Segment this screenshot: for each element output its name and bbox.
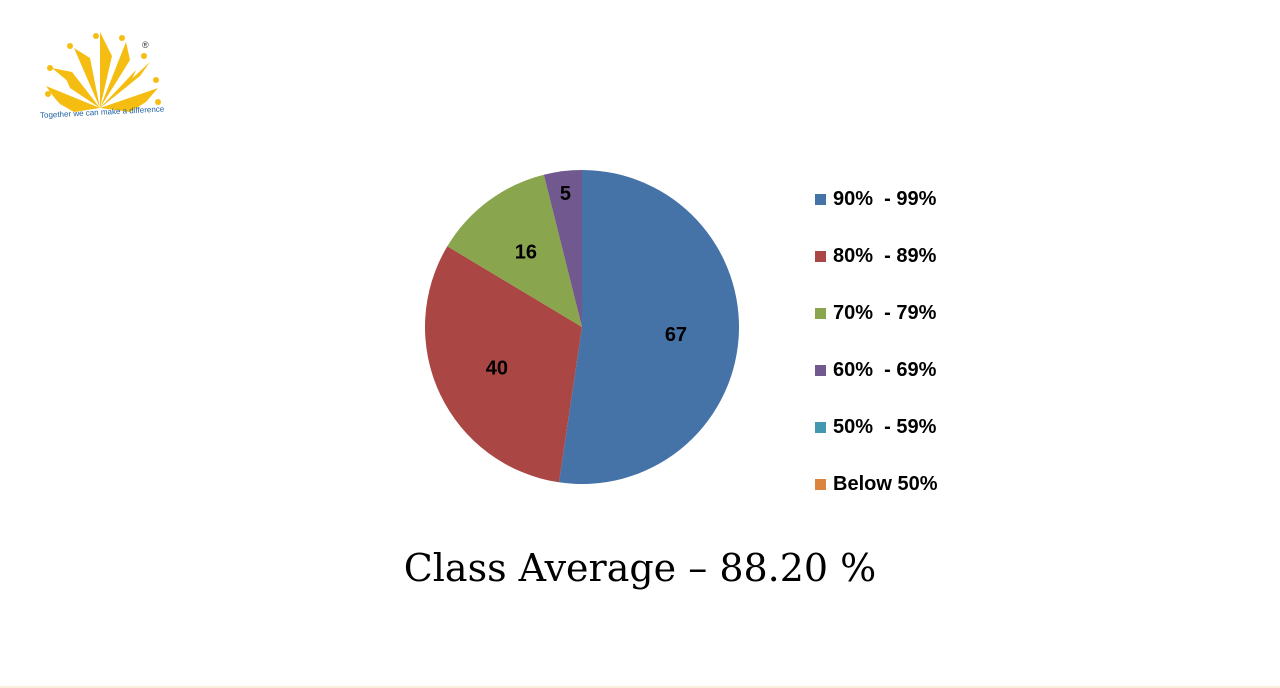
legend-item: 90% - 99% [815,171,1015,228]
pie-labels: 67 40 16 5 [486,183,687,379]
legend-label: 50% - 59% [833,416,937,438]
legend-item: 60% - 69% [815,342,1015,399]
pie-slice [425,246,582,483]
legend-swatch [815,251,826,262]
legend-label: 80% - 89% [833,245,937,267]
pie-slice [543,170,582,327]
pie-slices [425,170,740,484]
pie-slice-value-label: 5 [560,183,571,205]
legend-swatch [815,422,826,433]
registered-mark: ® [142,40,149,50]
legend-item: 70% - 79% [815,285,1015,342]
chart-legend: 90% - 99% 80% - 89% 70% - 79% 60% - 69% 50% … [815,171,1015,513]
legend-item: 80% - 89% [815,228,1015,285]
legend-label: Below 50% [833,473,938,495]
pie-slice-value-label: 67 [665,324,687,346]
company-logo: ® [45,32,161,112]
bottom-divider [0,686,1280,688]
legend-label: 70% - 79% [833,302,937,324]
legend-item: Below 50% [815,456,1015,513]
legend-swatch [815,365,826,376]
sunburst-logo-icon [45,32,161,112]
pie-slice-value-label: 40 [486,357,508,379]
legend-item: 50% - 59% [815,399,1015,456]
class-average-caption: Class Average – 88.20 % [403,546,877,590]
legend-label: 60% - 69% [833,359,937,381]
legend-swatch [815,308,826,319]
pie-slice [447,174,582,327]
pie-slice-value-label: 16 [515,241,537,263]
legend-swatch [815,194,826,205]
pie-slice [558,170,740,484]
legend-label: 90% - 99% [833,188,937,210]
legend-swatch [815,479,826,490]
